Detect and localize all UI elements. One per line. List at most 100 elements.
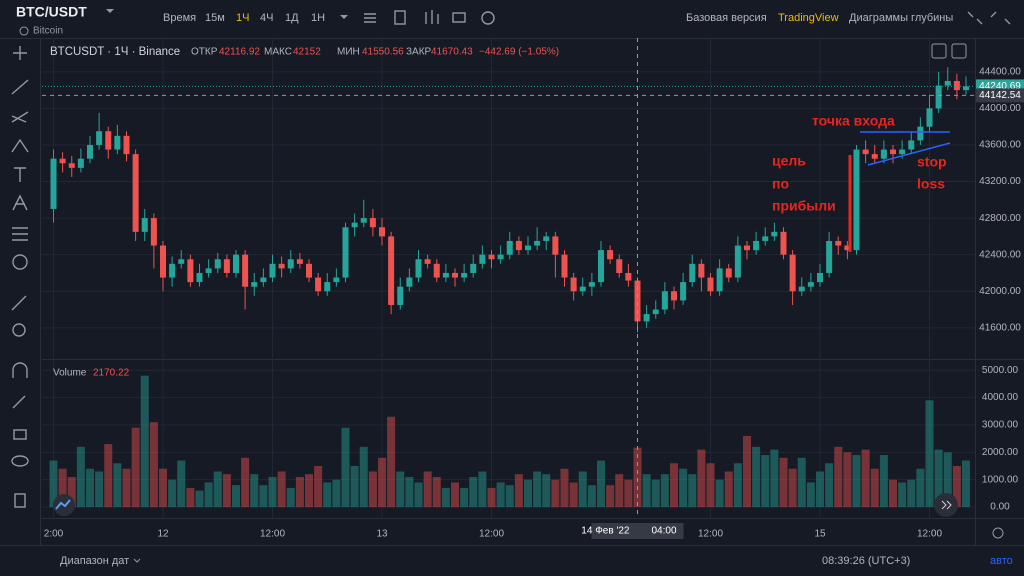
volume-bar [441, 487, 450, 508]
screenshot-icon[interactable] [452, 12, 466, 23]
fullscreen-icon[interactable] [967, 11, 1011, 25]
y-tick-label: 44400.00 [979, 66, 1021, 77]
candle-body [780, 231, 787, 255]
visibility-tool[interactable] [11, 455, 29, 467]
volume-bar [423, 471, 432, 508]
volume-bar [569, 482, 578, 508]
text-tool[interactable] [14, 167, 26, 182]
settings-icon[interactable] [992, 527, 1004, 539]
measure-tool[interactable] [12, 227, 28, 241]
volume-bar [505, 485, 514, 508]
y-tick-label: 43600.00 [979, 140, 1021, 151]
annotation-stop: loss [917, 176, 945, 192]
candle-body [150, 218, 157, 246]
candle-body [169, 263, 176, 278]
candle-body [223, 259, 230, 273]
candle-body [214, 259, 221, 269]
date-range[interactable]: Диапазон дат [60, 555, 129, 567]
candle-body [744, 245, 750, 251]
interval-active[interactable]: 1Ч [236, 12, 249, 24]
drawing-tools [11, 46, 29, 508]
volume-bar [58, 468, 67, 508]
candle-body [935, 85, 942, 109]
volume-bar [478, 471, 487, 508]
candle-body [260, 277, 267, 283]
volume-bar [962, 460, 970, 508]
candle-body [68, 163, 75, 168]
volume-bar [496, 482, 505, 508]
user-drawings [848, 131, 951, 252]
volume-bar [615, 474, 624, 508]
candle-body [552, 236, 559, 255]
chart-type-icon[interactable] [425, 10, 439, 24]
layout-icon[interactable] [394, 10, 406, 25]
interval[interactable]: 15м [205, 12, 225, 24]
fib-tool[interactable] [11, 111, 29, 123]
volume-bar [943, 452, 952, 508]
volume-bar [76, 446, 85, 508]
reset-button[interactable] [951, 43, 967, 59]
magnet-tool[interactable] [12, 362, 28, 378]
interval-dropdown[interactable] [340, 15, 348, 19]
volume-bar [870, 468, 879, 508]
add-icon[interactable] [481, 11, 495, 25]
volume-bar [359, 446, 368, 508]
volume-bar [825, 463, 834, 508]
candle-body [452, 272, 458, 278]
volume-bar [706, 463, 715, 508]
interval[interactable]: 4Ч [260, 12, 273, 24]
date-range-dropdown [133, 558, 141, 563]
lock-tool[interactable] [13, 429, 27, 440]
volume-bar [222, 474, 231, 508]
scale-auto[interactable]: авто [990, 555, 1013, 567]
line-tool[interactable] [11, 79, 29, 95]
shape-tool[interactable] [12, 194, 28, 211]
view-basic[interactable]: Базовая версия [686, 12, 767, 24]
volume-bar [314, 466, 323, 508]
volume-bar [286, 487, 295, 508]
ruler-tool[interactable] [11, 295, 27, 311]
candle-body [871, 154, 878, 159]
volume-bar [341, 427, 350, 508]
candle-body [324, 282, 331, 292]
symbol[interactable]: BTC/USDT [16, 4, 87, 20]
view-tradingview[interactable]: TradingView [778, 12, 839, 24]
legend-low-label: МИН [337, 47, 360, 58]
volume-bar [104, 444, 113, 508]
last-price-label: 44240.69 [979, 81, 1021, 92]
candle-body [826, 240, 833, 273]
emoji-tool[interactable] [12, 254, 28, 270]
candle-body [415, 259, 422, 278]
volume-bar [95, 471, 104, 508]
volume-bar [295, 476, 304, 508]
candle-body [433, 263, 440, 278]
volume-bar [843, 452, 852, 508]
volume-bar [451, 482, 459, 508]
x-tick-label: 12 [157, 529, 169, 540]
candle-body [652, 309, 659, 315]
trash-tool[interactable] [14, 493, 26, 508]
pencil-tool[interactable] [12, 395, 26, 409]
volume-bar [131, 427, 140, 508]
volume-bar [834, 446, 843, 508]
volume-bar [168, 479, 177, 508]
interval[interactable]: 1Н [311, 12, 325, 24]
volume-bar [432, 476, 441, 508]
zoom-tool[interactable] [12, 323, 26, 337]
candle-body [442, 272, 449, 278]
volume-bar [122, 468, 131, 508]
interval[interactable]: 1Д [285, 12, 299, 24]
legend-change: −442.69 (−1.05%) [479, 47, 559, 58]
indicator-icon[interactable] [364, 13, 376, 23]
symbol-dropdown[interactable] [106, 9, 114, 13]
volume-bar [487, 487, 496, 508]
volume-bar [414, 482, 423, 508]
crosshair-tool[interactable] [13, 46, 27, 60]
pattern-tool[interactable] [11, 138, 29, 153]
candle-body [315, 277, 322, 292]
candle-body [50, 158, 57, 209]
candle-body [707, 277, 714, 292]
asset-name[interactable]: Bitcoin [33, 26, 63, 37]
view-depth[interactable]: Диаграммы глубины [849, 12, 953, 24]
scroll-down-button[interactable] [931, 43, 947, 59]
